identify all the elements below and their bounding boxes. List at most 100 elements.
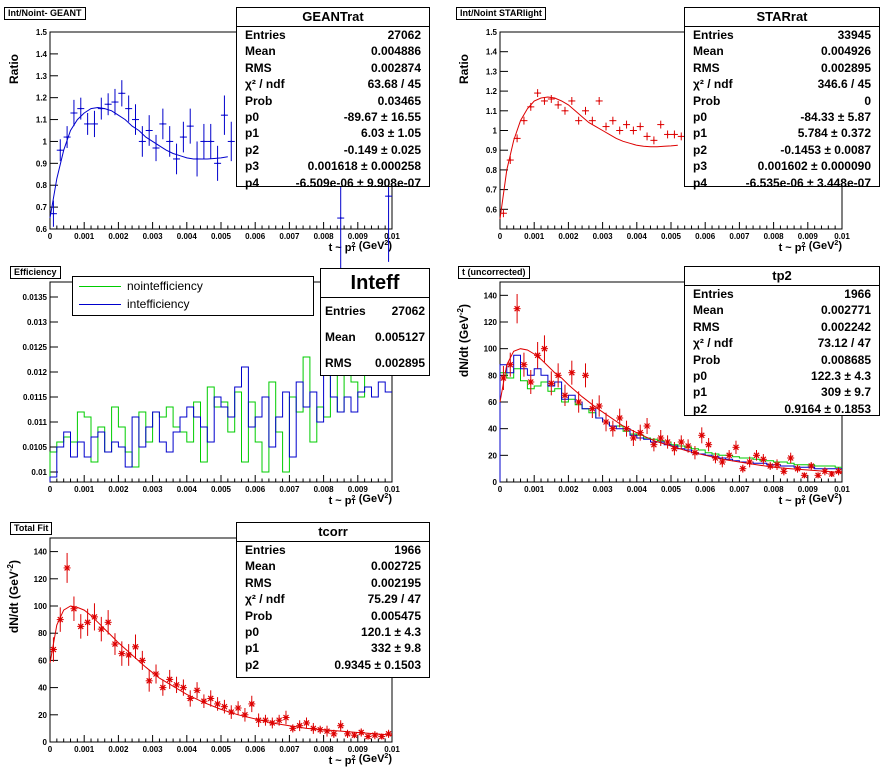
data-point [541, 345, 548, 352]
stats-value: 33945 [837, 28, 871, 42]
stats-key: p0 [245, 110, 260, 125]
x-tick-label: 0.005 [211, 485, 232, 494]
x-tick-label: 0.003 [593, 232, 614, 241]
stats-value: 0.03465 [377, 93, 421, 108]
stats-value: 73.12 / 47 [817, 336, 871, 351]
data-point [618, 129, 621, 132]
stats-value: -6.509e-06 ± 9.908e-07 [295, 175, 421, 190]
legend-line-blue [79, 303, 121, 305]
stats-value: -89.67 ± 16.55 [343, 110, 421, 125]
data-point [283, 714, 289, 721]
stats-key: Entries [245, 543, 286, 557]
stats-row: Mean 0.002771 [685, 302, 879, 318]
data-point [557, 103, 560, 106]
stats-name: tp2 [685, 267, 879, 286]
stats-name: Inteff [321, 269, 429, 298]
data-point [611, 119, 614, 122]
y-tick-label: 1.5 [36, 28, 48, 37]
fit-curve [499, 96, 678, 220]
x-tick-label: 0.005 [661, 232, 682, 241]
y-tick-label: 0.013 [27, 318, 48, 327]
data-point [180, 684, 187, 691]
data-point [527, 379, 534, 385]
y-tick-label: 0.9 [486, 146, 498, 155]
x-tick-label: 0.005 [211, 232, 232, 241]
y-tick-label: 0.9 [36, 159, 48, 168]
y-tick-label: 0.011 [27, 418, 47, 427]
x-axis-label: t ~ p2 T (GeV2) [329, 240, 393, 254]
x-tick-label: 0 [48, 745, 53, 754]
stats-value: 0.001618 ± 0.000258 [307, 159, 421, 174]
stats-row: p0 120.1 ± 4.3 [237, 624, 429, 640]
stats-row: p4 -6.509e-06 ± 9.908e-07 [237, 175, 429, 191]
pad-title: Int/Noint STARlight [456, 7, 546, 20]
data-point [582, 372, 589, 379]
stats-row: p1 332 ± 9.8 [237, 640, 429, 656]
data-point [86, 123, 89, 125]
y-tick-label: 0.0135 [23, 293, 48, 302]
stats-row: p0 -89.67 ± 16.55 [237, 109, 429, 125]
x-label-unit-sup: 2 [384, 240, 388, 247]
data-point [207, 695, 214, 702]
stats-value: 1966 [394, 543, 421, 557]
x-label-close: ) [838, 240, 842, 252]
pad-totalfit: 0 0.001 0.002 0.003 0.004 0.005 0.006 0.007 0.00… [0, 520, 440, 770]
stats-name: STARrat [685, 8, 879, 27]
y-tick-label: 0.6 [486, 205, 498, 214]
stats-key: p0 [693, 369, 708, 384]
y-tick-label: 1 [43, 137, 48, 146]
y-axis-label: Ratio [7, 54, 21, 84]
y-tick-label: 20 [488, 451, 497, 460]
x-tick-label: 0.001 [524, 232, 545, 241]
y-tick-label: 100 [34, 602, 48, 611]
x-label-sub: T [351, 499, 356, 506]
data-point [339, 217, 342, 219]
data-point [509, 159, 512, 161]
stats-row: χ² / ndf 75.29 / 47 [237, 591, 429, 607]
data-point [107, 103, 110, 106]
data-point [214, 700, 221, 707]
stats-row: RMS 0.002895 [321, 350, 429, 376]
x-label-unit: (GeV [356, 753, 385, 765]
x-tick-label: 0.002 [108, 745, 129, 754]
stats-key: Prob [693, 93, 721, 108]
stats-name: tcorr [237, 523, 429, 542]
stats-value: 0.9345 ± 0.1503 [334, 657, 421, 672]
data-point [365, 733, 371, 740]
stats-rows: Entries 27062 Mean 0.004886 RMS 0.002874 χ² / … [237, 27, 429, 191]
x-tick-label: 0 [498, 485, 503, 494]
y-tick-label: 1.1 [36, 116, 48, 125]
data-point [516, 137, 518, 140]
data-point [79, 107, 82, 110]
stats-key: p4 [693, 175, 708, 190]
data-point [616, 415, 623, 421]
x-label-close: ) [838, 493, 842, 505]
y-label-close: ) [457, 304, 471, 308]
stats-key: p0 [245, 625, 260, 640]
data-point [521, 361, 527, 368]
fit-curve [499, 348, 843, 474]
stats-value: 5.784 ± 0.372 [797, 126, 871, 141]
stats-row: χ² / ndf 346.6 / 45 [685, 76, 879, 92]
data-point [680, 135, 683, 138]
stats-row: p0 122.3 ± 4.3 [685, 368, 879, 384]
chart-starlight: 0 0.001 0.002 0.003 0.004 0.005 0.006 0.007 0.00… [457, 28, 850, 254]
data-point [808, 463, 815, 469]
x-tick-label: 0.003 [143, 745, 164, 754]
data-point [536, 92, 539, 94]
data-point [84, 619, 91, 626]
y-tick-label: 140 [484, 291, 498, 300]
stats-value: 0.002725 [370, 559, 421, 574]
y-axis-label: dN/dt (GeV-2) [456, 304, 471, 377]
stats-name: GEANTrat [237, 8, 429, 27]
chart-totalfit: 0 0.001 0.002 0.003 0.004 0.005 0.006 0.007 0.00… [6, 537, 400, 767]
x-tick-label: 0 [48, 232, 53, 241]
data-point [387, 195, 390, 198]
stats-value: 0.002874 [370, 60, 421, 75]
stats-key: RMS [693, 60, 720, 75]
x-label-text: t ~ p [779, 495, 802, 507]
y-tick-label: 0.0115 [23, 393, 48, 402]
stats-key: p1 [245, 126, 260, 141]
stats-key: Entries [325, 304, 366, 318]
data-point [166, 676, 173, 683]
